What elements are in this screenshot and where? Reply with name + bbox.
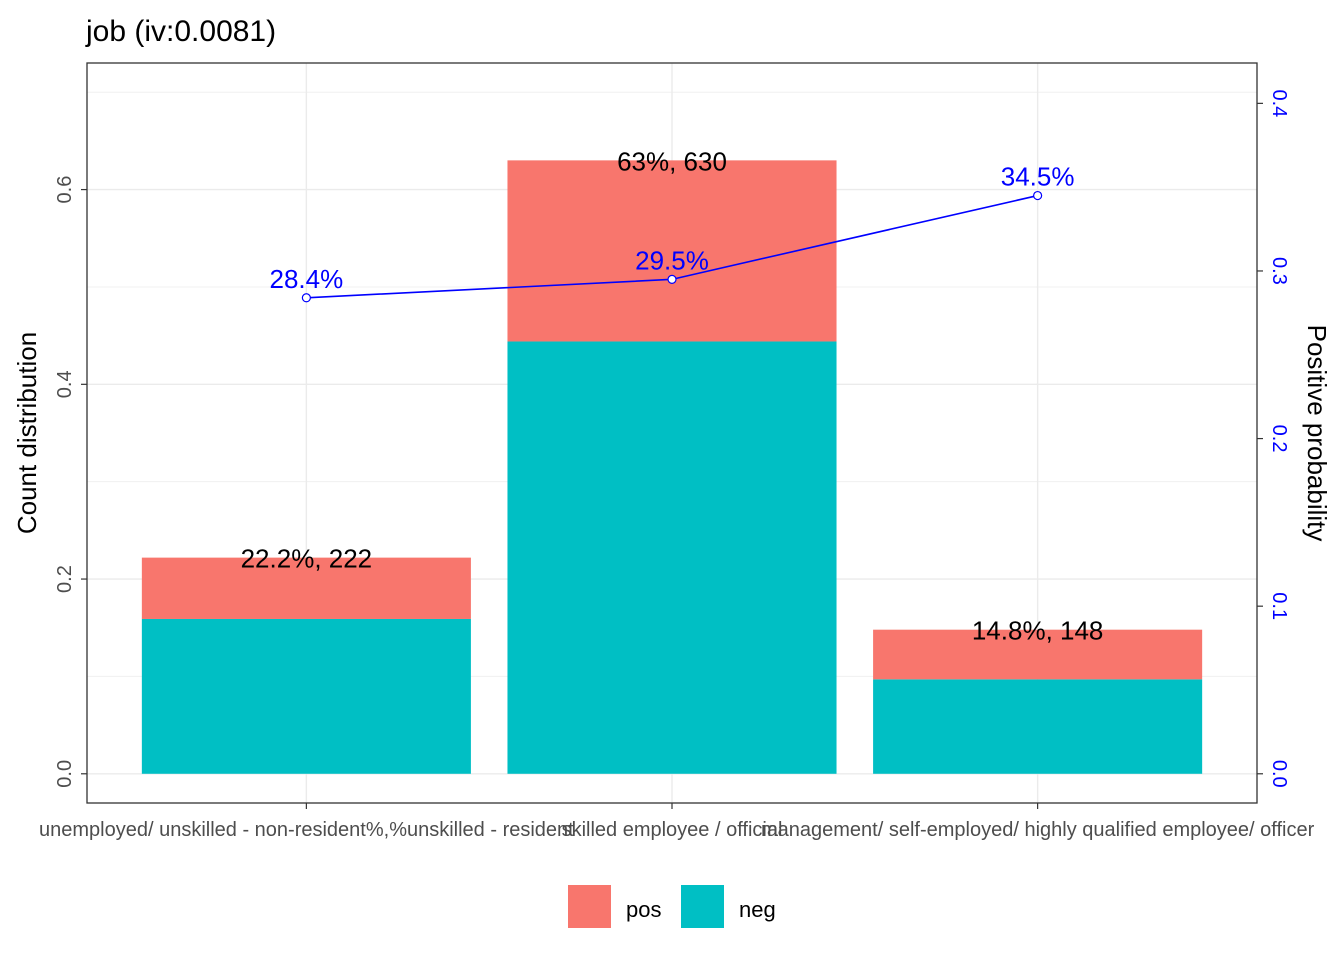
bar-pos	[141, 557, 471, 619]
probability-label: 28.4%	[270, 264, 344, 294]
bar-label: 14.8%, 148	[972, 616, 1104, 646]
chart-title: job (iv:0.0081)	[85, 15, 276, 48]
y-tick-label-right: 0.0	[1268, 760, 1290, 788]
y-tick-label-right: 0.3	[1268, 257, 1290, 285]
bar-neg	[873, 679, 1203, 774]
x-tick-label: management/ self-employed/ highly qualif…	[761, 819, 1315, 841]
x-axis: unemployed/ unskilled - non-resident%,%u…	[39, 803, 1315, 841]
bar-pos	[507, 160, 837, 342]
y-tick-label-left: 0.4	[54, 370, 76, 398]
positive-probability-line: 28.4% 29.5% 34.5%	[270, 162, 1075, 303]
legend: pos neg	[568, 885, 776, 928]
probability-label: 34.5%	[1001, 162, 1075, 192]
legend-label-pos: pos	[626, 897, 661, 922]
bar-label: 22.2%, 222	[241, 544, 373, 574]
probability-point	[667, 274, 677, 284]
y-axis-title-left: Count distribution	[12, 332, 42, 534]
bar-label: 63%, 630	[617, 146, 727, 176]
bars	[141, 160, 1203, 774]
probability-label: 29.5%	[635, 245, 709, 275]
probability-point	[1033, 190, 1043, 201]
y-axis-title-right: Positive probability	[1302, 325, 1332, 542]
x-tick-label: skilled employee / official	[562, 819, 783, 841]
bar-labels: 22.2%, 222 63%, 630 14.8%, 148	[241, 146, 1104, 645]
x-tick-label: unemployed/ unskilled - non-resident%,%u…	[39, 819, 574, 841]
legend-label-neg: neg	[739, 897, 776, 922]
probability-point	[301, 293, 311, 303]
y-tick-label-left: 0.0	[54, 760, 76, 788]
legend-swatch-pos	[568, 885, 611, 928]
bar-neg	[507, 341, 837, 774]
bar-pos	[873, 629, 1203, 680]
bar-neg	[141, 618, 471, 774]
y-tick-label-right: 0.1	[1268, 592, 1290, 620]
left-axis: 0.0 0.2 0.4 0.6	[54, 176, 87, 788]
y-tick-label-left: 0.6	[54, 176, 76, 204]
right-axis: 0.0 0.1 0.2 0.3 0.4	[1257, 89, 1290, 788]
y-tick-label-right: 0.2	[1268, 425, 1290, 453]
y-tick-label-right: 0.4	[1268, 89, 1290, 117]
y-tick-label-left: 0.2	[54, 565, 76, 593]
legend-swatch-neg	[681, 885, 724, 928]
